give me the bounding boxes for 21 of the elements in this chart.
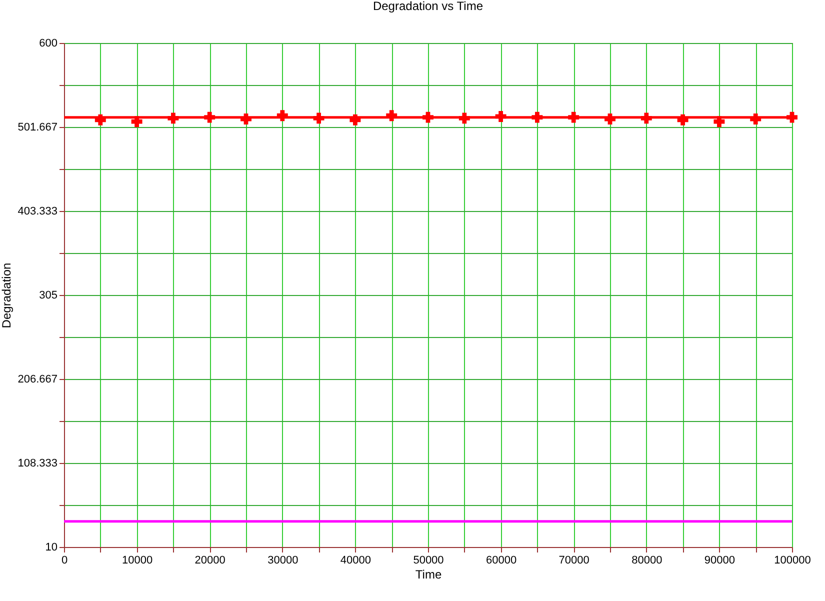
x-tick-label: 70000 — [558, 554, 590, 566]
x-tick-label: 50000 — [413, 554, 444, 566]
y-tick-label: 403.333 — [18, 206, 58, 218]
x-tick-label: 90000 — [704, 554, 735, 566]
x-tick-label: 80000 — [632, 554, 662, 566]
y-tick-label: 305 — [39, 290, 58, 302]
x-tick-label: 40000 — [340, 554, 371, 566]
x-tick-label: 20000 — [194, 554, 226, 566]
y-axis-title: Degradation — [0, 262, 14, 328]
x-tick-label: 10000 — [122, 554, 153, 566]
y-tick-label: 10 — [45, 542, 58, 554]
y-tick-label: 206.667 — [18, 374, 58, 386]
x-tick-label: 60000 — [486, 554, 517, 566]
y-tick-label: 600 — [39, 38, 58, 50]
chart-title: Degradation vs Time — [372, 0, 484, 13]
y-tick-label: 108.333 — [18, 458, 58, 470]
x-tick-label: 100000 — [774, 554, 811, 566]
x-tick-label: 30000 — [268, 554, 298, 566]
y-tick-label: 501.667 — [18, 122, 58, 134]
x-axis-title: Time — [415, 568, 442, 582]
x-tick-label: 0 — [61, 554, 68, 566]
